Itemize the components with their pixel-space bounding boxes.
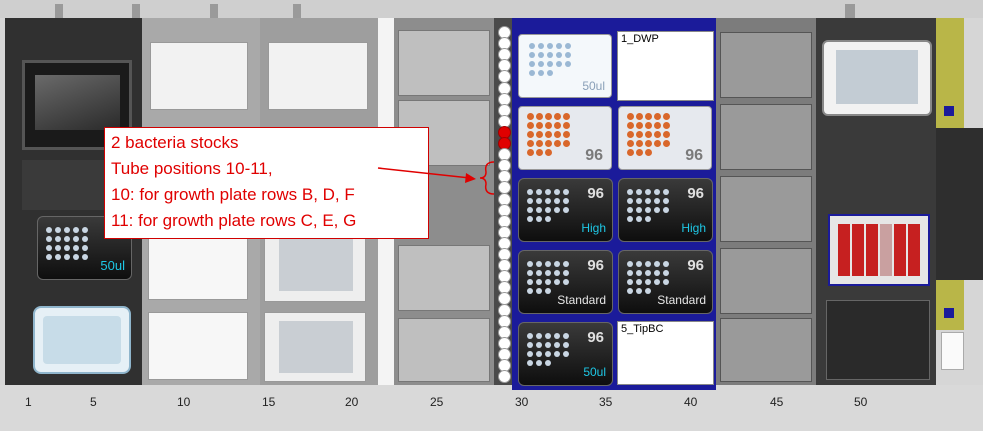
annotation-box: 2 bacteria stocks Tube positions 10-11, … (104, 127, 429, 239)
trough-slot[interactable] (720, 104, 812, 170)
volume-label: 50ul (582, 79, 605, 93)
tip-type-label: 50ul (583, 365, 606, 379)
tip-grid-icon (627, 189, 669, 222)
annotation-line-4: 11: for growth plate rows C, E, G (111, 211, 357, 230)
ruler-label: 20 (345, 395, 359, 409)
side-module (936, 280, 964, 330)
tipbox-high-2[interactable]: 96 High (618, 178, 713, 242)
plate-96-a[interactable]: 96 (518, 106, 612, 170)
annotation-line-3: 10: for growth plate rows B, D, F (111, 185, 355, 204)
tipbox-type-label: 50ul (100, 258, 125, 273)
side-module-dark (936, 128, 983, 280)
plate-slot[interactable] (264, 232, 366, 302)
well-count-label: 96 (685, 147, 703, 164)
plate-slot[interactable] (148, 232, 248, 300)
tube-block[interactable] (828, 214, 930, 286)
tip-grid-icon (46, 227, 88, 260)
ruler-label: 15 (262, 395, 276, 409)
well-count-label: 96 (585, 147, 603, 164)
plate-slot[interactable] (268, 42, 368, 110)
annotation-arrow-icon (377, 161, 495, 195)
tipbox-standard-1[interactable]: 96 Standard (518, 250, 613, 314)
side-connector (941, 332, 964, 370)
tipbox-high-1[interactable]: 96 High (518, 178, 613, 242)
annotation-line-2: Tube positions 10-11, (111, 159, 273, 178)
carrier-tab (55, 4, 63, 18)
ruler-label: 5 (90, 395, 97, 409)
tip-count-label: 96 (587, 185, 604, 202)
tip-grid-icon (529, 43, 571, 76)
well-grid-icon (627, 113, 670, 156)
tip-grid-icon (527, 261, 569, 294)
dwp-plate[interactable]: 1_DWP (617, 31, 714, 101)
tip-count-label: 96 (687, 185, 704, 202)
carrier-tab (293, 4, 301, 18)
tipbc-plate[interactable]: 5_TipBC (617, 321, 714, 385)
empty-slot[interactable] (826, 300, 930, 380)
reservoir-plate[interactable] (33, 306, 131, 374)
plate-slot[interactable] (822, 40, 932, 116)
annotation-line-1: 2 bacteria stocks (111, 133, 239, 152)
plate-96-b[interactable]: 96 (618, 106, 712, 170)
tip-type-label: High (581, 221, 606, 235)
tube-position-32[interactable] (498, 370, 511, 384)
trough-slot[interactable] (720, 176, 812, 242)
carrier-tab (845, 4, 855, 18)
trough-slot[interactable] (398, 245, 490, 311)
side-module (936, 18, 964, 128)
trough-slot[interactable] (720, 32, 812, 98)
ruler-label: 40 (684, 395, 698, 409)
plate-slot[interactable] (150, 42, 248, 110)
tip-count-label: 96 (587, 257, 604, 274)
trough-slot[interactable] (720, 318, 812, 382)
tip-count-label: 96 (587, 329, 604, 346)
ruler-label: 45 (770, 395, 784, 409)
tip-type-label: Standard (557, 293, 606, 307)
trough-slot[interactable] (720, 248, 812, 314)
tipbox-50ul-bottom[interactable]: 96 50ul (518, 322, 613, 386)
tip-count-label: 96 (687, 257, 704, 274)
deck-bottom (0, 385, 983, 431)
carrier-tab (132, 4, 140, 18)
ruler-label: 1 (25, 395, 32, 409)
carrier-tab (210, 4, 218, 18)
plate-slot[interactable] (264, 312, 366, 382)
tip-grid-icon (627, 261, 669, 294)
trough-slot[interactable] (398, 318, 490, 382)
tipbc-label: 5_TipBC (621, 323, 664, 335)
ruler-label: 30 (515, 395, 529, 409)
ruler-label: 50 (854, 395, 868, 409)
plate-slot[interactable] (148, 312, 248, 380)
tip-type-label: High (681, 221, 706, 235)
ruler-label: 10 (177, 395, 191, 409)
well-grid-icon (527, 113, 570, 156)
trough-slot[interactable] (22, 60, 132, 150)
ruler-label: 25 (430, 395, 444, 409)
ruler-label: 35 (599, 395, 613, 409)
tipbox-50ul-top[interactable]: 50ul (518, 34, 612, 98)
tip-type-label: Standard (657, 293, 706, 307)
deck-top-rail (0, 0, 983, 18)
trough-slot[interactable] (398, 30, 490, 96)
dwp-label: 1_DWP (621, 33, 659, 45)
tipbox-standard-2[interactable]: 96 Standard (618, 250, 713, 314)
tip-grid-icon (527, 189, 569, 222)
tip-grid-icon (527, 333, 569, 366)
